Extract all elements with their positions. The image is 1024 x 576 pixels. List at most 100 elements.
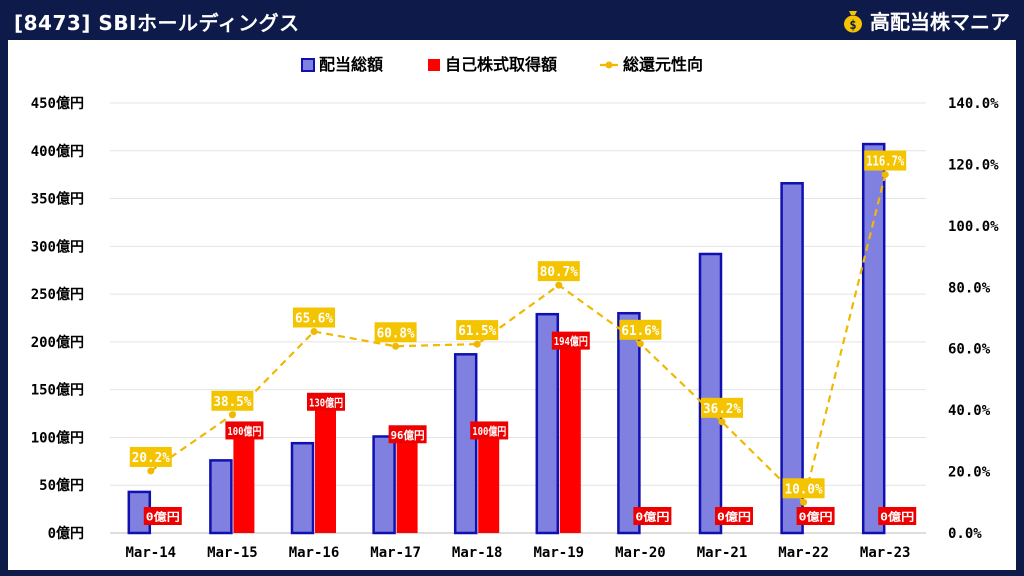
payout-label-box bbox=[374, 322, 417, 343]
payout-label-box bbox=[864, 150, 907, 171]
brand-logo: $ 高配当株マニア bbox=[842, 6, 1010, 35]
y-left-tick-label: 450億円 bbox=[31, 95, 84, 112]
buyback-label-box bbox=[307, 392, 345, 411]
dividend-bar bbox=[453, 353, 478, 535]
buyback-bar bbox=[233, 437, 255, 533]
payout-data-label: 116.7% bbox=[866, 155, 904, 170]
y-left-tick-label: 0億円 bbox=[48, 525, 84, 542]
payout-ratio-point bbox=[473, 340, 481, 348]
svg-text:$: $ bbox=[849, 18, 856, 32]
y-left-tick-label: 350億円 bbox=[31, 191, 84, 208]
x-tick-label: Mar-23 bbox=[860, 545, 911, 561]
buyback-data-label: 100億円 bbox=[227, 424, 261, 438]
y-right-tick-label: 0.0% bbox=[948, 526, 982, 542]
buyback-label-box bbox=[715, 507, 753, 525]
dividend-bar bbox=[698, 252, 723, 535]
buyback-label-box bbox=[225, 421, 264, 440]
buyback-label-box bbox=[796, 507, 835, 525]
payout-data-label: 60.8% bbox=[377, 326, 415, 341]
chart: 0億円 50億円 100億円 150億円 200億円 250億円 300億円 350億円 400… bbox=[31, 55, 999, 561]
x-tick-label: Mar-21 bbox=[697, 545, 748, 561]
legend-dividend-swatch bbox=[301, 58, 315, 72]
legend-payout-marker bbox=[605, 61, 613, 69]
chart-panel: 0億円 50億円 100億円 150億円 200億円 250億円 300億円 350億円 400… bbox=[8, 40, 1016, 570]
y-left-tick-label: 300億円 bbox=[31, 238, 84, 255]
x-tick-label: Mar-17 bbox=[370, 545, 421, 561]
legend-payout-label: 総還元性向 bbox=[623, 55, 703, 74]
payout-data-label: 61.5% bbox=[458, 324, 496, 339]
payout-label-box bbox=[701, 397, 743, 418]
payout-label-box bbox=[537, 261, 580, 282]
x-tick-label: Mar-20 bbox=[615, 545, 666, 561]
y-left-tick-label: 50億円 bbox=[39, 477, 84, 494]
payout-data-label: 65.6% bbox=[295, 312, 333, 327]
payout-ratio-point bbox=[636, 340, 644, 348]
y-right-tick-label: 40.0% bbox=[948, 403, 991, 419]
payout-ratio-point bbox=[392, 342, 400, 350]
page-title: [8473] SBIホールディングス bbox=[14, 11, 300, 35]
payout-data-label: 61.6% bbox=[621, 324, 659, 339]
payout-label-box bbox=[619, 319, 662, 340]
money-bag-icon: $ bbox=[844, 10, 862, 32]
buyback-data-label: 0億円 bbox=[880, 510, 914, 524]
payout-label-box bbox=[782, 478, 825, 499]
y-right-tick-label: 120.0% bbox=[948, 157, 999, 173]
dividend-bar bbox=[617, 311, 641, 535]
buyback-data-label: 0億円 bbox=[799, 510, 833, 524]
buyback-label-box bbox=[388, 425, 427, 444]
buyback-data-label: 100億円 bbox=[472, 424, 506, 438]
buyback-label-box bbox=[143, 507, 182, 525]
x-tick-label: Mar-16 bbox=[289, 545, 340, 561]
y-right-tick-label: 140.0% bbox=[948, 96, 999, 112]
payout-ratio-point bbox=[718, 418, 726, 426]
dividend-bar bbox=[780, 182, 804, 535]
payout-label-box bbox=[129, 446, 172, 467]
buyback-label-box bbox=[633, 507, 672, 525]
payout-label-box bbox=[211, 390, 254, 411]
buyback-bar bbox=[559, 347, 581, 533]
buyback-data-label: 0億円 bbox=[146, 510, 180, 524]
buyback-label-box bbox=[878, 507, 917, 525]
brand-name: 高配当株マニア bbox=[870, 10, 1010, 34]
payout-data-label: 10.0% bbox=[785, 482, 823, 497]
payout-ratio-point bbox=[147, 467, 155, 475]
payout-data-label: 20.2% bbox=[132, 451, 170, 466]
y-right-tick-label: 60.0% bbox=[948, 342, 991, 358]
y-left-tick-label: 400億円 bbox=[31, 143, 84, 160]
legend-dividend-label: 配当総額 bbox=[319, 55, 383, 74]
y-left-tick-label: 250億円 bbox=[31, 286, 84, 303]
payout-label-box bbox=[293, 307, 335, 328]
buyback-data-label: 0億円 bbox=[717, 510, 751, 524]
payout-label-box bbox=[456, 320, 499, 341]
payout-ratio-point bbox=[881, 171, 889, 179]
payout-data-label: 38.5% bbox=[213, 395, 251, 410]
x-tick-label: Mar-22 bbox=[778, 545, 829, 561]
y-right-tick-label: 80.0% bbox=[948, 280, 991, 296]
x-tick-label: Mar-19 bbox=[534, 545, 585, 561]
y-right-tick-label: 20.0% bbox=[948, 465, 991, 481]
legend-buyback-label: 自己株式取得額 bbox=[445, 55, 557, 74]
buyback-data-label: 0億円 bbox=[635, 510, 669, 524]
buyback-data-label: 96億円 bbox=[391, 428, 425, 442]
buyback-label-box bbox=[551, 331, 590, 350]
header-bar: [8473] SBIホールディングス $ 高配当株マニア bbox=[0, 0, 1024, 40]
dividend-bar bbox=[372, 435, 396, 535]
buyback-data-label: 194億円 bbox=[554, 334, 588, 348]
x-tick-label: Mar-18 bbox=[452, 545, 503, 561]
buyback-label-box bbox=[470, 421, 509, 440]
payout-data-label: 36.2% bbox=[703, 402, 741, 417]
payout-ratio-point bbox=[800, 498, 808, 506]
payout-ratio-point bbox=[310, 328, 318, 336]
y-left-tick-label: 150億円 bbox=[31, 382, 84, 399]
dividend-bar bbox=[209, 459, 233, 535]
payout-data-label: 80.7% bbox=[540, 265, 578, 280]
payout-ratio-line bbox=[150, 174, 887, 505]
y-left-tick-label: 100億円 bbox=[31, 429, 84, 446]
dividend-bar bbox=[290, 441, 315, 535]
payout-ratio-point bbox=[228, 411, 236, 419]
buyback-bar bbox=[315, 408, 336, 533]
buyback-data-label: 130億円 bbox=[309, 395, 343, 409]
buyback-bar bbox=[396, 441, 418, 533]
buyback-bar bbox=[478, 437, 500, 533]
